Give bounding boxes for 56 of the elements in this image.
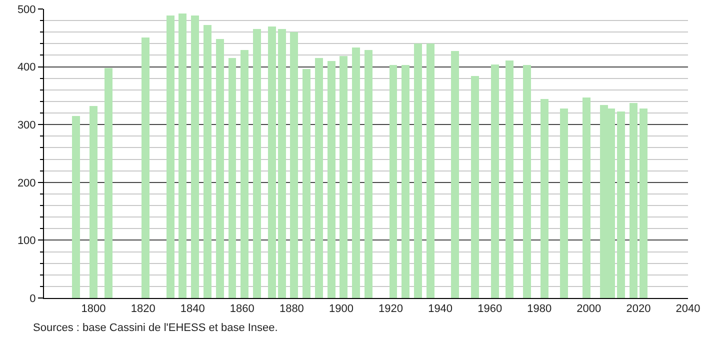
bar — [278, 29, 286, 298]
source-note: Sources : base Cassini de l'EHESS et base Insee. — [33, 322, 278, 334]
x-tick-label: 1920 — [378, 303, 404, 316]
bar — [327, 61, 336, 298]
bar — [352, 48, 360, 298]
bar — [240, 50, 249, 298]
x-tick-label: 1800 — [81, 303, 106, 316]
bar — [630, 103, 638, 298]
bar — [268, 26, 276, 298]
x-tick-label: 2000 — [576, 303, 602, 316]
y-tick-label: 400 — [17, 62, 36, 74]
bar — [72, 116, 80, 298]
y-tick-label: 0 — [30, 292, 36, 305]
y-tick-label: 500 — [17, 4, 36, 16]
bar — [451, 51, 460, 298]
y-tick-label: 200 — [17, 177, 36, 190]
x-tick-label: 1980 — [527, 303, 552, 316]
bar — [540, 99, 548, 298]
bar — [90, 106, 98, 298]
bar — [617, 111, 626, 298]
bar — [191, 15, 200, 298]
x-tick-label: 1860 — [230, 303, 254, 316]
bar — [253, 29, 261, 298]
y-tick-label: 300 — [17, 119, 36, 132]
bar — [402, 65, 410, 298]
bar — [340, 56, 348, 298]
x-tick-label: 1840 — [180, 303, 205, 316]
bar — [506, 60, 514, 298]
x-tick-label: 2040 — [676, 303, 700, 316]
bar — [178, 14, 187, 298]
bar — [166, 15, 174, 298]
bar — [490, 64, 499, 298]
x-tick-label: 1880 — [279, 303, 304, 316]
x-tick-label: 1820 — [130, 303, 156, 316]
bar — [228, 58, 236, 298]
x-tick-label: 2020 — [626, 303, 651, 316]
bar — [290, 32, 298, 298]
bar — [142, 37, 150, 298]
bar — [414, 44, 422, 298]
bar — [104, 68, 112, 298]
bar — [364, 50, 372, 298]
bar — [314, 58, 323, 298]
bar — [426, 44, 434, 298]
bar — [523, 65, 531, 298]
bar — [302, 69, 311, 298]
x-tick-label: 1900 — [328, 303, 354, 316]
bar — [204, 25, 212, 298]
bar — [582, 97, 590, 298]
bar — [560, 108, 568, 298]
bar — [471, 76, 479, 298]
x-tick-label: 1960 — [478, 303, 502, 316]
bar — [216, 39, 224, 298]
bar — [389, 65, 398, 298]
x-tick-label: 1940 — [428, 303, 453, 316]
y-tick-label: 100 — [17, 235, 36, 248]
bar — [639, 108, 648, 298]
